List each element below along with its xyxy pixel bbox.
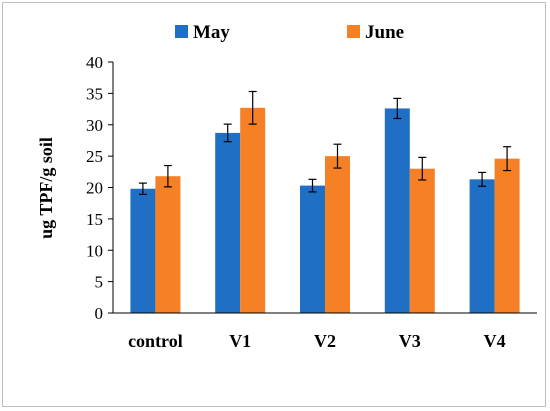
error-bars <box>138 90 512 196</box>
bars <box>130 107 520 314</box>
bar-may-v4 <box>469 179 495 313</box>
legend-swatch-june <box>347 25 360 38</box>
y-tick-label: 20 <box>86 179 103 198</box>
bar-june-v3 <box>409 168 435 313</box>
x-category-label: control <box>128 331 183 351</box>
bar-may-v1 <box>215 132 241 313</box>
y-tick-label: 0 <box>95 304 104 323</box>
bar-may-control <box>130 188 156 313</box>
y-tick-label: 10 <box>86 241 103 260</box>
y-tick-label: 35 <box>86 84 103 103</box>
x-category-label: V4 <box>484 331 506 351</box>
y-tick-label: 15 <box>86 210 103 229</box>
bar-may-v3 <box>384 108 410 313</box>
y-tick-label: 5 <box>95 273 104 292</box>
bar-june-control <box>155 176 181 313</box>
y-axis-ticks: 0 5 10 15 20 25 30 35 40 <box>86 53 113 323</box>
bar-june-v2 <box>325 156 350 313</box>
x-axis-categories: control V1 V2 V3 V4 <box>128 331 506 351</box>
bar-may-v2 <box>300 185 325 313</box>
legend-swatch-may <box>175 25 188 38</box>
chart-frame <box>2 2 546 407</box>
y-axis-label: ug TPF/g soil <box>36 137 56 239</box>
legend: May June <box>175 22 404 43</box>
legend-label-may: May <box>193 22 230 43</box>
legend-label-june: June <box>365 22 404 43</box>
x-category-label: V1 <box>229 331 251 351</box>
y-tick-label: 25 <box>86 147 103 166</box>
x-category-label: V2 <box>314 331 336 351</box>
y-tick-label: 40 <box>86 53 103 72</box>
y-tick-label: 30 <box>86 116 103 135</box>
bar-june-v1 <box>240 107 266 314</box>
bar-june-v4 <box>494 158 520 313</box>
x-category-label: V3 <box>399 331 421 351</box>
